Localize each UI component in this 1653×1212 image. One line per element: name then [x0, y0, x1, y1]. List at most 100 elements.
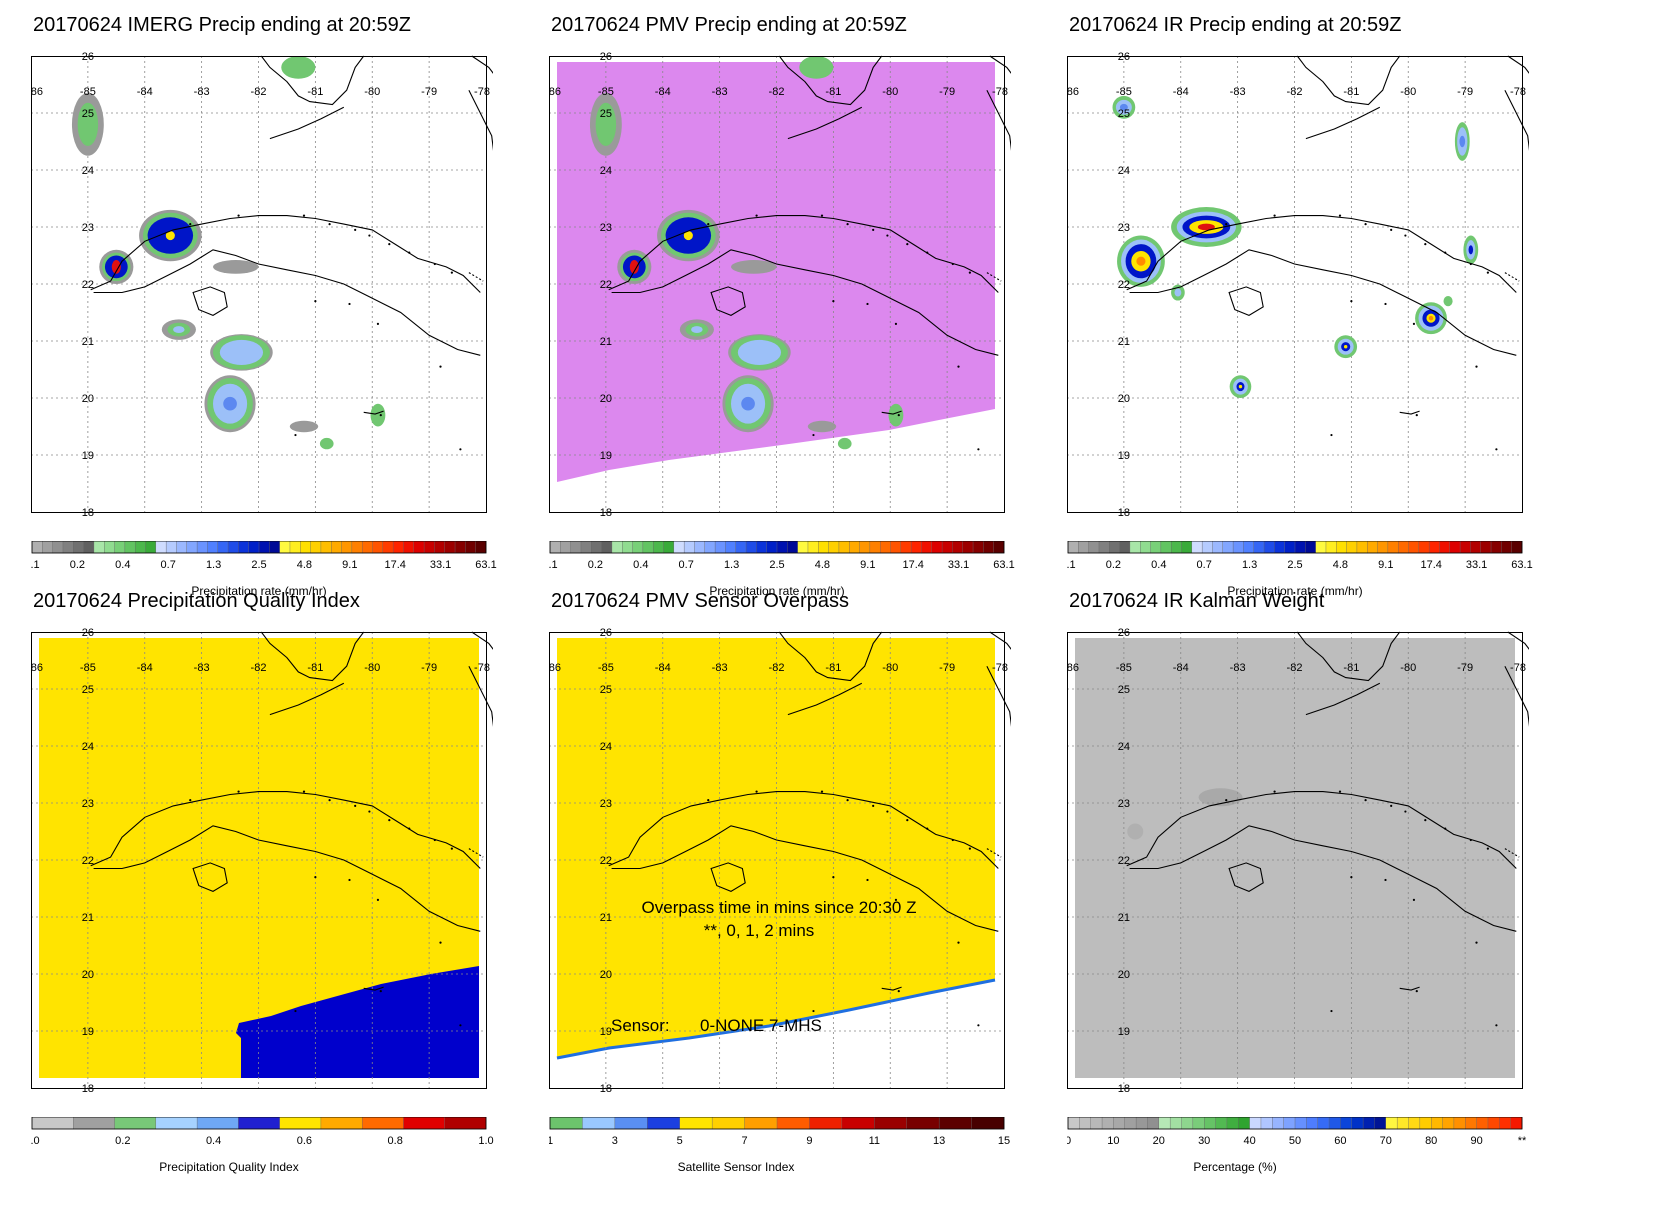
colorbar-tick-label: 0.1 [1067, 559, 1076, 571]
lon-label: -78 [992, 86, 1008, 98]
panel-title: 20170624 IMERG Precip ending at 20:59Z [33, 14, 412, 36]
colorbar-tick-label: 33.1 [948, 559, 969, 571]
colorbar-percent: 0 10 20 30 40 50 60 70 80 90 ** [1067, 1117, 1527, 1147]
lat-label: 24 [1118, 165, 1130, 177]
map-kalman: -86 -85 -84 -83 -82 -81 -80 -79 -78 26 25 24 23 22 21 2… [1067, 628, 1529, 1095]
cay-12 [376, 322, 380, 325]
colorbar-swatch [73, 1117, 116, 1130]
precip-contour [1428, 315, 1434, 321]
lat-label: 26 [82, 628, 94, 639]
lat-label: 21 [82, 336, 94, 348]
coastline-5 [1507, 631, 1529, 650]
lat-label: 23 [1118, 222, 1130, 234]
coastline-3 [1305, 106, 1381, 140]
colorbar-swatch [279, 1117, 322, 1130]
map-frame [549, 56, 1005, 513]
colorbar-swatch [176, 541, 188, 554]
coastline-6 [363, 410, 384, 415]
panel-quality-index: 20170624 Precipitation Quality Index -86… [31, 590, 571, 1180]
overpass-edge [556, 978, 996, 1060]
colorbar-swatch [632, 541, 644, 554]
lon-label: -79 [939, 86, 955, 98]
lon-label: -84 [137, 86, 153, 98]
panel-pmv-precip: 20170624 PMV Precip ending at 20:59Z -86… [549, 14, 1089, 604]
colorbar-swatch [1408, 1117, 1421, 1130]
overpass-field [557, 638, 995, 1058]
colorbar-frame [1067, 541, 1523, 554]
precip-contour [691, 326, 703, 334]
colorbar-swatch [289, 541, 301, 554]
colorbar-tick-label: 60 [1334, 1135, 1346, 1147]
colorbar-swatch [269, 541, 281, 554]
colorbar-swatch [1459, 541, 1471, 554]
coastline-5 [471, 631, 493, 650]
colorbar-frame [31, 1117, 487, 1130]
cay-9 [968, 271, 971, 274]
colorbar-swatch [83, 541, 95, 554]
colorbar-swatch [1431, 1117, 1444, 1130]
colorbar-swatch [1135, 1117, 1148, 1130]
colorbar-frame [549, 541, 1005, 554]
cay-7 [408, 827, 411, 830]
lat-label: 24 [82, 165, 94, 177]
colorbar-swatch [31, 1117, 74, 1130]
colorbar-swatch [745, 541, 757, 554]
colorbar-tick-label: 70 [1380, 1135, 1392, 1147]
sensor-values: 0-NONE 7-MHS [700, 1016, 822, 1035]
colorbar-swatch [776, 1117, 810, 1130]
graticule [549, 632, 1004, 1088]
colorbar-swatch [1181, 541, 1193, 554]
colorbar-tick-label: 0.4 [1151, 559, 1166, 571]
lat-label: 25 [82, 684, 94, 696]
colorbar-swatch [403, 1117, 446, 1130]
colorbar-swatch [1346, 541, 1358, 554]
colorbar-swatch [1170, 541, 1182, 554]
colorbar-swatch [714, 541, 726, 554]
island-isla-de-la-juventud [710, 862, 746, 893]
cay-16 [459, 448, 462, 451]
lon-label: -78 [992, 662, 1008, 674]
precip-contour [799, 56, 834, 79]
cay-6 [1424, 819, 1427, 822]
coastline-3 [1305, 682, 1381, 716]
cay-13 [957, 365, 960, 368]
lat-label: 20 [82, 393, 94, 405]
lat-label: 25 [600, 684, 612, 696]
colorbar-swatch [134, 541, 146, 554]
cay-5 [368, 810, 371, 813]
lat-label: 21 [600, 912, 612, 924]
lon-label: -80 [364, 86, 380, 98]
cay-12 [894, 898, 898, 901]
lon-label: -79 [421, 86, 437, 98]
cell [1463, 235, 1479, 265]
precip-contour [807, 420, 837, 433]
lat-label: 25 [1118, 108, 1130, 120]
colorbar-swatch [1418, 541, 1430, 554]
coastlines [608, 55, 1011, 451]
cay-10 [832, 300, 835, 303]
colorbar-swatch [828, 541, 840, 554]
lat-label: 26 [1118, 52, 1130, 63]
lon-label: -81 [307, 86, 323, 98]
colorbar-swatch [1088, 541, 1100, 554]
colorbar-swatch [124, 541, 136, 554]
colorbar-swatch [694, 541, 706, 554]
colorbar-tick-label: ** [1518, 1135, 1527, 1147]
precip-field [71, 56, 386, 450]
colorbar-swatch [42, 541, 54, 554]
precip-contour [837, 437, 852, 450]
lon-label: -82 [769, 662, 785, 674]
colorbar-swatch [372, 541, 384, 554]
colorbar-tick-label: 0.0 [31, 1135, 40, 1147]
colorbar-swatch [972, 541, 984, 554]
cay-line [1504, 848, 1520, 858]
cay-16 [977, 1024, 980, 1027]
colorbar-tick-label: 0.1 [31, 559, 40, 571]
colorbar-swatch [217, 541, 229, 554]
cay-2 [302, 790, 306, 793]
colorbar-tick-label: 0.4 [115, 559, 130, 571]
precip-contour [219, 339, 264, 365]
lat-label: 24 [600, 165, 612, 177]
colorbar-swatch [1470, 541, 1482, 554]
coastline-6 [881, 986, 902, 991]
